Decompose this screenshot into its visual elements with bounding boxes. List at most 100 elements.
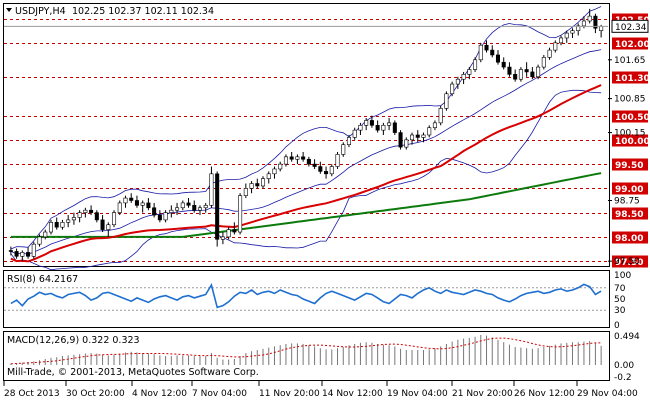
candle[interactable] <box>541 54 546 70</box>
candle[interactable] <box>238 193 243 235</box>
macd-signal-line[interactable] <box>10 337 602 365</box>
candle[interactable] <box>358 122 363 135</box>
candle[interactable] <box>71 212 76 225</box>
rsi-line[interactable] <box>10 282 602 309</box>
candle[interactable] <box>192 200 197 213</box>
candle[interactable] <box>427 125 432 138</box>
candle[interactable] <box>220 232 225 245</box>
candle[interactable] <box>495 50 500 65</box>
candle[interactable] <box>352 127 357 140</box>
candle[interactable] <box>381 122 386 135</box>
candle[interactable] <box>48 219 54 235</box>
candle[interactable] <box>266 171 271 184</box>
candle[interactable] <box>14 248 19 259</box>
candle[interactable] <box>461 71 466 85</box>
candle[interactable] <box>226 227 231 240</box>
candle[interactable] <box>232 222 237 235</box>
candle[interactable] <box>513 69 518 82</box>
candle[interactable] <box>335 151 340 169</box>
bollinger-lower[interactable] <box>10 89 602 271</box>
candle[interactable] <box>89 205 94 216</box>
candle[interactable] <box>186 198 191 208</box>
candle[interactable] <box>553 40 558 53</box>
candle[interactable] <box>123 195 128 208</box>
candle[interactable] <box>536 64 541 80</box>
candle[interactable] <box>260 176 266 189</box>
main-price-panel[interactable] <box>3 3 610 267</box>
candle[interactable] <box>134 195 139 208</box>
bollinger-mid[interactable] <box>10 49 602 255</box>
candle[interactable] <box>329 164 334 177</box>
candle[interactable] <box>215 171 220 247</box>
candle[interactable] <box>283 154 288 167</box>
candle[interactable] <box>301 151 306 162</box>
candle[interactable] <box>169 205 174 218</box>
candle[interactable] <box>31 241 36 259</box>
candle[interactable] <box>272 166 277 179</box>
candle[interactable] <box>152 202 157 218</box>
candle[interactable] <box>43 229 48 240</box>
candle[interactable] <box>112 210 117 228</box>
candle[interactable] <box>450 81 455 97</box>
candle[interactable] <box>415 130 420 143</box>
candle[interactable] <box>209 166 214 208</box>
candle[interactable] <box>289 151 294 162</box>
candle[interactable] <box>438 105 443 126</box>
candle[interactable] <box>318 161 323 174</box>
candle[interactable] <box>20 250 25 262</box>
candle[interactable] <box>409 132 415 145</box>
candle[interactable] <box>157 210 162 223</box>
candle[interactable] <box>37 234 42 247</box>
candle[interactable] <box>146 198 151 211</box>
candle[interactable] <box>77 210 82 223</box>
candle[interactable] <box>432 120 437 131</box>
candle[interactable] <box>570 28 575 38</box>
candle[interactable] <box>255 178 260 189</box>
candle[interactable] <box>278 161 283 172</box>
candle[interactable] <box>249 181 254 194</box>
candle[interactable] <box>444 91 449 111</box>
candle[interactable] <box>421 132 426 143</box>
candle[interactable] <box>369 115 374 128</box>
candle[interactable] <box>100 215 105 233</box>
candle[interactable] <box>129 193 134 203</box>
candle[interactable] <box>593 13 598 34</box>
candle[interactable] <box>341 142 346 157</box>
candle[interactable] <box>364 118 369 131</box>
candle[interactable] <box>375 120 380 133</box>
candle[interactable] <box>180 200 185 211</box>
candle[interactable] <box>558 35 564 46</box>
candle[interactable] <box>312 159 317 169</box>
candle[interactable] <box>473 57 478 72</box>
candle[interactable] <box>392 120 397 135</box>
candle[interactable] <box>490 45 495 58</box>
candle[interactable] <box>478 42 483 63</box>
macd-panel[interactable] <box>3 331 610 381</box>
candle[interactable] <box>387 118 392 131</box>
dropdown-triangle-icon[interactable] <box>6 8 12 12</box>
candle[interactable] <box>530 67 535 80</box>
candle[interactable] <box>175 202 180 216</box>
candle[interactable] <box>54 217 59 230</box>
bollinger-upper[interactable] <box>10 6 602 250</box>
candle[interactable] <box>587 8 592 24</box>
candle[interactable] <box>243 183 248 199</box>
candle[interactable] <box>524 62 529 77</box>
candle[interactable] <box>501 57 506 70</box>
candle[interactable] <box>163 210 168 223</box>
candle[interactable] <box>117 200 122 216</box>
candle[interactable] <box>346 135 351 148</box>
candle[interactable] <box>507 62 512 77</box>
candle[interactable] <box>94 210 99 223</box>
candle[interactable] <box>26 247 31 259</box>
candle[interactable] <box>295 154 300 165</box>
candle[interactable] <box>8 246 13 256</box>
candle[interactable] <box>140 200 145 213</box>
candle[interactable] <box>564 30 569 43</box>
candle[interactable] <box>324 166 329 179</box>
candle[interactable] <box>547 47 552 60</box>
rsi-panel[interactable] <box>3 270 610 328</box>
candle[interactable] <box>518 67 523 82</box>
candle[interactable] <box>398 130 403 150</box>
candle[interactable] <box>83 207 88 218</box>
